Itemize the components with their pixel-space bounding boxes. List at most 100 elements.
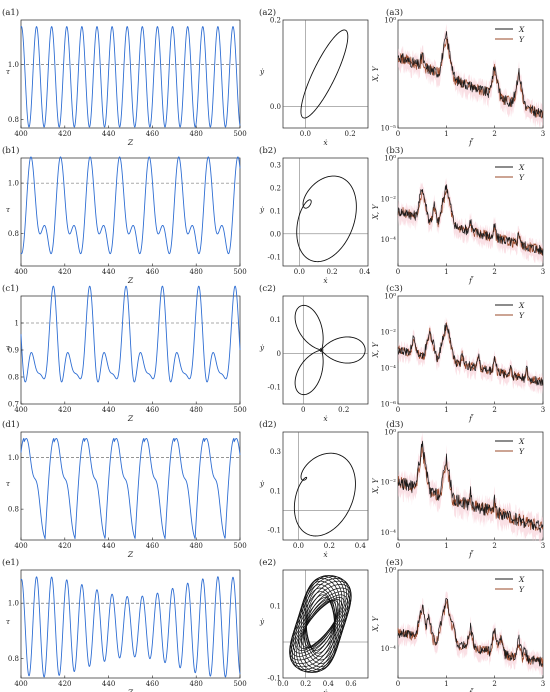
- y-tick-label: 1.0: [8, 61, 19, 69]
- phase-trajectory: [289, 594, 335, 668]
- y-tick-label: 0.2: [270, 17, 281, 25]
- y-tick-label: 0.2: [270, 184, 281, 192]
- time-series-line: [20, 156, 241, 255]
- phase-trajectory: [292, 580, 338, 654]
- x-tick-label: 420: [58, 406, 71, 414]
- x-axis-label: f̃: [468, 414, 473, 423]
- panel-label: (d2): [259, 419, 276, 430]
- y-axis-label: ẏ: [259, 617, 265, 626]
- x-tick-label: 480: [190, 268, 203, 276]
- x-tick-label: 0.2: [300, 680, 311, 688]
- y-axis-label: X, Y: [371, 65, 380, 82]
- figure-row: (d1) 400 420 440 460 480 500 1.0 0.8 τ Z (d2) 0.0 0.2…: [2, 419, 545, 559]
- y-tick-label: 0.9: [8, 347, 19, 355]
- spectrum-series-x: [397, 184, 544, 256]
- x-tick-label: 480: [190, 680, 203, 688]
- y-tick-label: 10⁻⁶: [381, 401, 397, 409]
- time-series-panel: (d1) 400 420 440 460 480 500 1.0 0.8 τ Z: [2, 419, 247, 559]
- y-tick-label: 0.0: [270, 230, 281, 238]
- x-tick-label: 400: [14, 542, 27, 550]
- y-tick-label: 0.8: [8, 655, 19, 663]
- x-tick-label: 420: [58, 130, 71, 138]
- x-tick-label: 0.4: [359, 268, 371, 276]
- panel-label: (e3): [386, 557, 403, 568]
- y-tick-label: 1.0: [8, 600, 19, 608]
- time-series-line: [20, 437, 241, 540]
- x-axis-label: f̃: [468, 688, 473, 692]
- phase-trajectory: [294, 304, 366, 396]
- phase-axes-frame: [282, 295, 369, 405]
- figure-row: (b1) 400 420 440 460 480 500 1.0 0.8 τ Z (b2) 0.0 0.2…: [2, 145, 545, 285]
- y-axis-label: X, Y: [371, 341, 380, 358]
- legend-label-y: Y: [519, 35, 525, 44]
- panel-label: (b1): [2, 145, 19, 156]
- x-tick-label: 2: [492, 680, 496, 688]
- y-tick-label: 0: [277, 350, 281, 358]
- y-tick-label: 10⁰: [384, 293, 396, 301]
- spectrum-panel: (c3) 0 1 2 3 10⁰ 10⁻² 10⁻⁴ 10⁻⁶ XY X, Y f̃: [371, 283, 545, 423]
- y-tick-label: 1.0: [8, 454, 19, 462]
- y-tick-label: 0.8: [8, 116, 19, 124]
- y-axis-label: τ: [6, 205, 11, 214]
- legend-label-y: Y: [519, 585, 525, 594]
- time-series-panel: (e1) 400 420 440 460 480 500 1.0 0.8 τ Z: [2, 557, 247, 692]
- y-tick-label: 10⁻⁴: [381, 236, 397, 244]
- x-tick-label: 0.2: [345, 130, 356, 138]
- spectrum-panel: (b3) 0 1 2 3 10⁰ 10⁻² 10⁻⁴ XY X, Y f̃: [371, 145, 545, 285]
- spectrum-panel: (d3) 0 1 2 3 10⁰ 10⁻² 10⁻⁴ XY X, Y f̃: [371, 419, 545, 559]
- phase-trajectory: [302, 594, 349, 668]
- y-tick-label: 10⁰: [384, 429, 396, 437]
- y-tick-label: 10⁰: [384, 17, 396, 25]
- y-axis-label: X, Y: [371, 615, 380, 632]
- x-tick-label: 0.0: [293, 542, 304, 550]
- x-tick-label: 440: [102, 130, 115, 138]
- spectrum-series-x: [397, 598, 544, 667]
- x-tick-label: 440: [102, 680, 115, 688]
- legend-label-x: X: [518, 25, 525, 34]
- y-axis-label: X, Y: [371, 203, 380, 220]
- phase-trajectory: [304, 591, 350, 664]
- phase-trajectory: [295, 578, 340, 651]
- y-tick-label: -0.1: [268, 384, 282, 392]
- figure-row: (a1) 400 420 440 460 480 500 1.0 0.8 τ Z (a2) 0.0 0.2…: [2, 7, 545, 147]
- x-tick-label: 0.4: [323, 680, 335, 688]
- spectrum-series-y: [397, 446, 544, 531]
- x-tick-label: 3: [541, 542, 545, 550]
- x-tick-label: 420: [58, 542, 71, 550]
- x-axis-label: Z: [127, 550, 134, 559]
- panel-label: (a2): [259, 7, 276, 18]
- y-axis-label: ẏ: [259, 479, 265, 488]
- y-tick-label: 10⁻⁴: [381, 365, 397, 373]
- y-axis-label: τ: [6, 343, 11, 352]
- legend-label-x: X: [518, 575, 525, 584]
- x-tick-label: 420: [58, 680, 71, 688]
- x-tick-label: 0.6: [345, 680, 357, 688]
- x-tick-label: 2: [492, 542, 496, 550]
- x-tick-label: 0: [396, 268, 400, 276]
- x-tick-label: 440: [102, 406, 115, 414]
- x-tick-label: 400: [14, 406, 27, 414]
- phase-portrait-panel: (a2) 0.0 0.2 0.2 0.0 ẏ ẋ: [259, 7, 369, 147]
- x-axis-label: Z: [127, 414, 134, 423]
- panel-label: (e1): [2, 557, 19, 568]
- spectrum-band: [398, 316, 543, 395]
- panel-label: (d1): [2, 419, 19, 430]
- spectrum-panel: (a3) 0 1 2 3 10⁰ 10⁻⁵ XY X, Y f̃: [371, 7, 545, 147]
- y-axis-label: X, Y: [371, 477, 380, 494]
- x-tick-label: 500: [233, 406, 246, 414]
- x-tick-label: 460: [146, 680, 159, 688]
- phase-portrait-panel: (c2) 0 0.2 0.1 0 -0.1 ẏ ẋ: [259, 283, 369, 423]
- time-series-line: [20, 285, 241, 383]
- panel-label: (e2): [259, 557, 276, 568]
- x-tick-label: 480: [190, 130, 203, 138]
- time-series-line: [20, 576, 241, 678]
- y-tick-label: 0.3: [270, 448, 281, 456]
- x-tick-label: 0.2: [324, 542, 335, 550]
- x-tick-label: 1: [444, 406, 448, 414]
- x-tick-label: 1: [444, 130, 448, 138]
- x-tick-label: 460: [146, 406, 159, 414]
- x-axis-label: ẋ: [323, 276, 328, 285]
- x-tick-label: 2: [492, 406, 496, 414]
- time-series-panel: (b1) 400 420 440 460 480 500 1.0 0.8 τ Z: [2, 145, 247, 285]
